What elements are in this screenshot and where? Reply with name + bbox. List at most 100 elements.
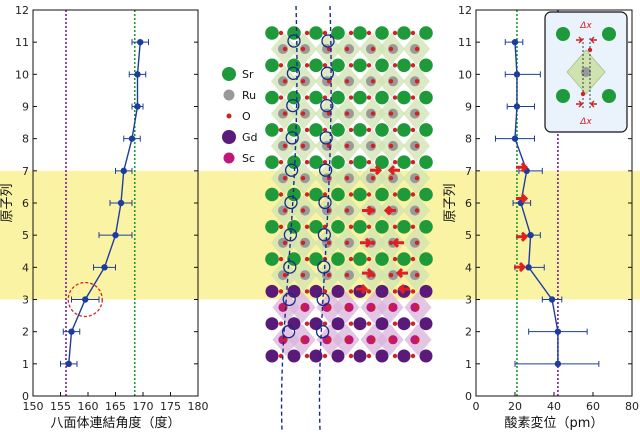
tilt-marker <box>321 34 335 48</box>
tilt-marker <box>281 325 296 339</box>
gd-atom <box>353 317 367 331</box>
o-atom <box>370 176 376 181</box>
error-bar <box>504 71 541 78</box>
data-point <box>511 38 519 46</box>
legend-marker-o <box>226 113 232 119</box>
y-tick-label: 0 <box>22 390 29 403</box>
legend-marker-ru <box>223 89 235 101</box>
displacement-arrow <box>397 284 410 295</box>
displacement-arrow <box>356 284 369 295</box>
gd-atom <box>265 317 279 331</box>
tilt-marker <box>319 131 333 145</box>
inset-arrow <box>590 36 597 44</box>
o-atom <box>300 111 306 116</box>
o-atom <box>282 46 288 52</box>
o-atom <box>388 272 394 278</box>
o-atom <box>410 160 416 165</box>
x-tick-label: 0 <box>473 400 480 413</box>
gd-atom <box>265 284 279 298</box>
y-tick-label: 12 <box>15 4 29 17</box>
data-point <box>112 231 119 239</box>
o-atom <box>344 208 350 213</box>
o-atom <box>304 321 310 326</box>
inset-arrow <box>590 100 597 108</box>
o-atom <box>366 192 372 197</box>
tilt-marker <box>285 131 299 145</box>
y-tick-label: 9 <box>22 101 29 114</box>
tilt-marker <box>287 34 301 48</box>
y-tick-label: 1 <box>22 358 29 371</box>
o-atom <box>304 95 310 100</box>
o-atom <box>388 111 394 116</box>
sr-atom <box>309 187 323 202</box>
o-atom <box>366 224 372 229</box>
displacement-arrow <box>383 205 396 216</box>
o-atom <box>348 30 354 36</box>
inset-arrow <box>576 36 583 44</box>
o-atom <box>322 63 328 68</box>
o-atom <box>300 337 306 342</box>
legend-marker-sc <box>223 152 235 164</box>
o-atom <box>348 224 354 229</box>
sr-atom <box>419 155 433 169</box>
o-atom <box>366 353 372 359</box>
y-tick-label: 4 <box>22 261 29 274</box>
sr-atom <box>419 90 433 105</box>
o-atom <box>370 337 376 342</box>
sr-atom <box>353 123 367 137</box>
o-atom <box>414 111 420 116</box>
inset-o-atom <box>580 91 586 97</box>
o-atom <box>304 30 310 36</box>
o-atom <box>370 240 376 245</box>
o-atom <box>300 176 306 181</box>
o-atom <box>414 208 420 213</box>
tilt-marker <box>317 228 332 242</box>
y-tick-label: 8 <box>22 133 29 146</box>
o-atom <box>410 256 416 262</box>
o-atom <box>322 192 328 197</box>
data-point <box>548 296 556 303</box>
tilt-marker <box>320 66 335 80</box>
legend-label-sr: Sr <box>242 68 254 81</box>
x-tick-label: 155 <box>50 400 71 413</box>
o-atom <box>344 79 350 84</box>
sr-atom <box>397 58 411 73</box>
octahedral-tilt-guide <box>280 5 298 431</box>
o-atom <box>278 63 284 68</box>
data-point <box>525 264 532 271</box>
o-atom <box>304 256 310 262</box>
o-atom <box>388 143 394 149</box>
gd-atom <box>287 349 301 363</box>
x-tick-label: 40 <box>547 400 561 413</box>
sr-atom <box>353 90 367 105</box>
o-atom <box>322 95 328 100</box>
data-point <box>554 328 562 335</box>
o-atom <box>300 143 306 149</box>
o-atom <box>410 192 416 197</box>
o-atom <box>388 79 394 84</box>
o-atom <box>414 305 420 310</box>
data-point <box>120 167 127 175</box>
inset-arrow <box>576 100 583 108</box>
o-atom <box>300 272 306 278</box>
o-atom <box>410 95 416 100</box>
displacement-arrow <box>387 165 400 176</box>
inset-sr-atom <box>556 89 570 103</box>
legend-label-o: O <box>242 110 251 123</box>
y-tick-label: 3 <box>22 294 29 307</box>
tilt-marker <box>316 292 330 307</box>
o-atom <box>366 127 372 133</box>
data-point <box>511 135 519 142</box>
o-atom <box>300 79 306 84</box>
sr-atom <box>353 26 367 40</box>
o-atom <box>370 143 376 149</box>
o-atom <box>414 46 420 52</box>
o-atom <box>370 305 376 310</box>
displacement-arrow <box>362 205 375 216</box>
data-point <box>68 328 75 335</box>
y-tick-label: 3 <box>465 294 472 307</box>
displacement-arrow <box>516 193 529 204</box>
o-atom <box>392 127 398 133</box>
o-atom <box>388 337 394 342</box>
